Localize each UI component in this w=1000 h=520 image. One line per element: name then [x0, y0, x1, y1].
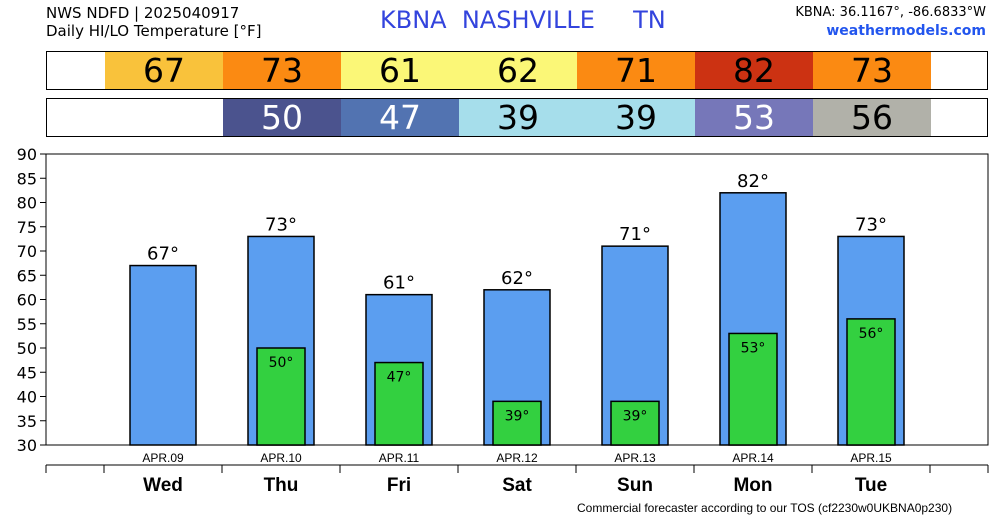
date-label: APR.11 [379, 451, 420, 465]
low-temp-label: 53° [741, 340, 766, 356]
low-temp-bar [846, 318, 896, 446]
y-tick-label: 60 [17, 291, 37, 310]
lo-temp-cell: 39 [577, 99, 695, 136]
high-temp-bar [129, 264, 197, 446]
date-label: APR.14 [732, 451, 774, 465]
y-tick-label: 85 [17, 169, 37, 188]
high-temp-strip: 67 73 61 62 71 82 73 [46, 51, 988, 90]
hi-temp-cell: 71 [577, 52, 695, 89]
low-temp-label: 47° [387, 370, 412, 386]
low-temp-label: 50° [269, 355, 294, 371]
high-temp-label: 61° [383, 273, 415, 294]
header-right-block: KBNA: 36.1167°, -86.6833°W weathermodels… [795, 4, 986, 40]
lo-temp-cell: 56 [813, 99, 931, 136]
y-tick-label: 35 [17, 412, 37, 431]
header-product-line: NWS NDFD | 2025040917 [46, 4, 240, 22]
date-label: APR.13 [614, 451, 656, 465]
y-tick-label: 50 [17, 339, 37, 358]
station-id: KBNA [380, 6, 447, 34]
hi-temp-cell: 61 [341, 52, 459, 89]
lo-temp-cell: 39 [459, 99, 577, 136]
low-temp-bar [728, 332, 778, 446]
station-title: KBNA NASHVILLE TN [380, 6, 760, 34]
y-tick-label: 65 [17, 266, 37, 285]
high-temp-label: 73° [265, 214, 297, 235]
y-tick-label: 70 [17, 242, 37, 261]
y-tick-label: 30 [17, 436, 37, 455]
station-coords: KBNA: 36.1167°, -86.6833°W [795, 5, 986, 20]
high-temp-label: 67° [147, 244, 179, 265]
high-temp-label: 82° [737, 171, 769, 192]
y-tick-label: 80 [17, 194, 37, 213]
low-temp-label: 56° [859, 326, 884, 342]
date-label: APR.12 [496, 451, 538, 465]
weekday-label: Sat [502, 475, 532, 496]
date-label: APR.15 [850, 451, 892, 465]
low-temp-bar [374, 361, 424, 446]
hi-temp-cell: 62 [459, 52, 577, 89]
header-variable-line: Daily HI/LO Temperature [°F] [46, 22, 262, 40]
station-city: NASHVILLE [461, 6, 595, 34]
header-title-block: NWS NDFD | 2025040917 Daily HI/LO Temper… [46, 4, 262, 40]
hi-temp-cell: 82 [695, 52, 813, 89]
low-temp-bar [256, 347, 306, 446]
weekday-label: Fri [387, 475, 411, 496]
lo-temp-cell: 50 [223, 99, 341, 136]
weekday-label: Mon [733, 475, 772, 496]
hi-temp-cell: 73 [223, 52, 341, 89]
footer-note: Commercial forecaster according to our T… [577, 501, 953, 515]
weekday-label: Sun [617, 475, 653, 496]
high-temp-label: 73° [855, 214, 887, 235]
low-temp-label: 39° [623, 408, 648, 424]
weekday-label: Thu [264, 475, 299, 496]
low-temp-bar [492, 400, 542, 446]
y-tick-label: 75 [17, 218, 37, 237]
y-tick-label: 45 [17, 363, 37, 382]
lo-temp-cell: 47 [341, 99, 459, 136]
y-tick-label: 40 [17, 388, 37, 407]
hi-temp-cell: 73 [813, 52, 931, 89]
low-temp-strip: 50 47 39 39 53 56 [46, 98, 988, 137]
date-label: APR.10 [260, 451, 302, 465]
lo-temp-cell: 53 [695, 99, 813, 136]
site-link[interactable]: weathermodels.com [826, 23, 986, 39]
high-temp-label: 71° [619, 224, 651, 245]
weekday-label: Wed [143, 475, 183, 496]
hi-temp-cell: 67 [105, 52, 223, 89]
station-state: TN [633, 6, 666, 34]
weekday-label: Tue [855, 475, 887, 496]
date-label: APR.09 [142, 451, 184, 465]
low-temp-bar [610, 400, 660, 446]
high-temp-label: 62° [501, 268, 533, 289]
y-tick-label: 55 [17, 315, 37, 334]
y-tick-label: 90 [17, 145, 37, 164]
low-temp-label: 39° [505, 408, 530, 424]
